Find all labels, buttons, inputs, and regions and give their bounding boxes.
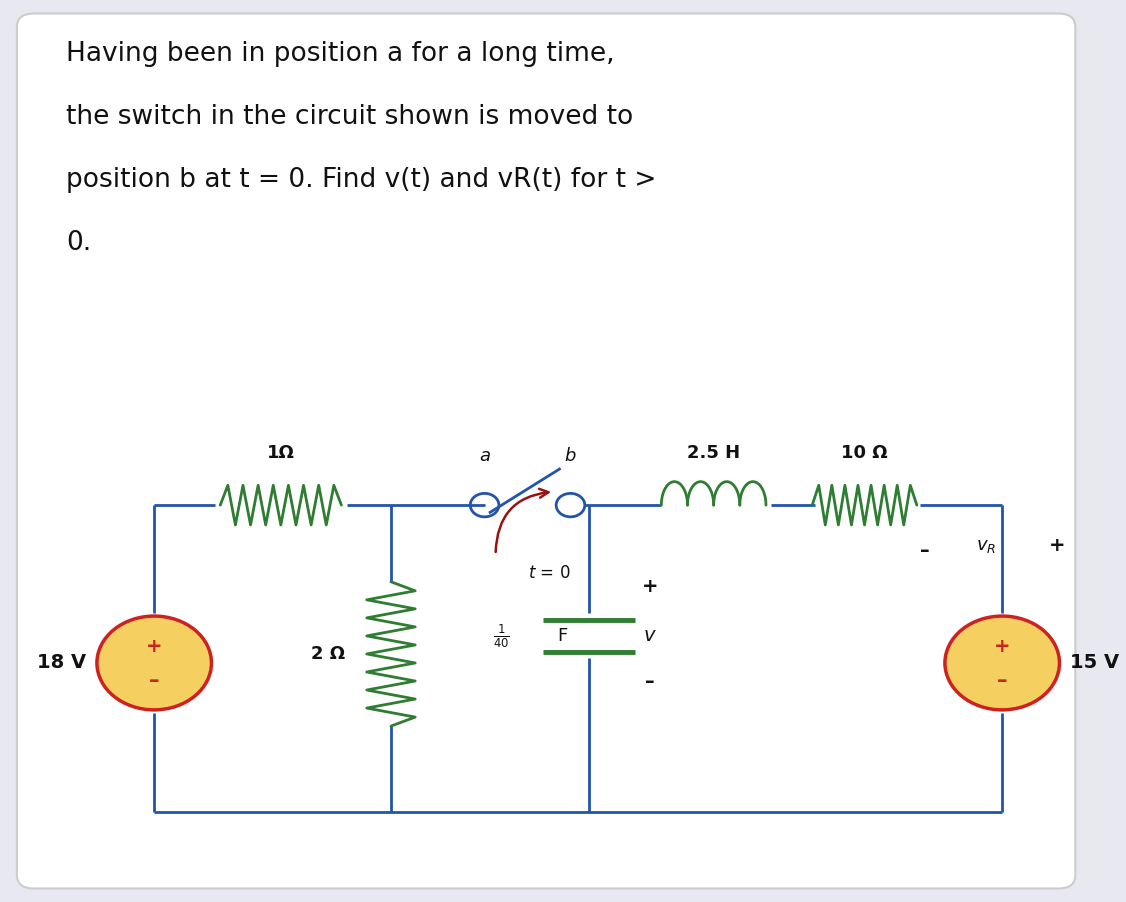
Circle shape (945, 616, 1060, 710)
Text: $b$: $b$ (564, 446, 577, 465)
Text: 1Ω: 1Ω (267, 444, 295, 462)
Text: +: + (642, 576, 658, 596)
Text: $t$ = 0: $t$ = 0 (528, 564, 571, 582)
Text: 2.5 H: 2.5 H (687, 444, 740, 462)
Text: 2 Ω: 2 Ω (311, 645, 345, 663)
FancyArrowPatch shape (495, 489, 548, 552)
Text: 15 V: 15 V (1071, 653, 1119, 673)
Text: –: – (645, 671, 654, 691)
Text: $v_R$: $v_R$ (975, 537, 995, 555)
Text: 0.: 0. (66, 230, 91, 256)
Text: +: + (146, 637, 162, 657)
Text: 18 V: 18 V (37, 653, 86, 673)
Circle shape (97, 616, 212, 710)
Text: the switch in the circuit shown is moved to: the switch in the circuit shown is moved… (66, 104, 633, 130)
Text: $\frac{1}{40}$: $\frac{1}{40}$ (493, 622, 510, 649)
Text: $a$: $a$ (479, 446, 491, 465)
Text: –: – (920, 540, 930, 560)
Text: Having been in position a for a long time,: Having been in position a for a long tim… (66, 41, 615, 67)
Text: –: – (997, 671, 1008, 691)
Text: position b at t = 0. Find v(t) and vR(t) for t >: position b at t = 0. Find v(t) and vR(t)… (66, 167, 656, 193)
Text: 10 Ω: 10 Ω (841, 444, 887, 462)
Text: F: F (557, 627, 568, 645)
Text: +: + (1049, 536, 1065, 556)
Text: +: + (994, 637, 1010, 657)
Text: –: – (149, 671, 160, 691)
Text: v: v (644, 626, 655, 646)
